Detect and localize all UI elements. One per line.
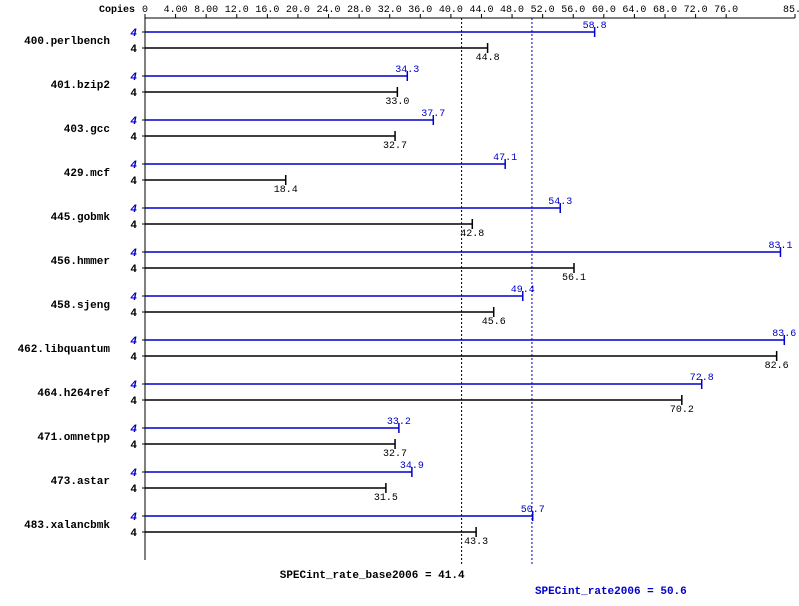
- copies-label-b: 4: [130, 220, 137, 232]
- copies-label-a: 4: [130, 204, 137, 216]
- x-tick-label: 36.0: [408, 5, 432, 16]
- copies-label-b: 4: [130, 396, 137, 408]
- x-tick-label: 68.0: [653, 5, 677, 16]
- value-a: 83.1: [768, 241, 792, 252]
- x-tick-label: 56.0: [561, 5, 585, 16]
- benchmark-label: 471.omnetpp: [37, 432, 110, 444]
- benchmark-label: 429.mcf: [64, 168, 111, 180]
- copies-label-b: 4: [130, 44, 137, 56]
- x-tick-label: 48.0: [500, 5, 524, 16]
- copies-label-b: 4: [130, 132, 137, 144]
- copies-label-a: 4: [130, 116, 137, 128]
- copies-label-b: 4: [130, 264, 137, 276]
- x-tick-label: 76.0: [714, 5, 738, 16]
- value-b: 70.2: [670, 405, 694, 416]
- x-tick-label: 24.0: [317, 5, 341, 16]
- value-a: 47.1: [493, 153, 517, 164]
- value-a: 37.7: [421, 109, 445, 120]
- spec-rate-chart: 0 4.00 8.00 12.0 16.0 20.0 24.0 28.0 32.0 36.0 40.…: [0, 0, 799, 606]
- x-tick-label: 16.0: [255, 5, 279, 16]
- value-b: 45.6: [482, 317, 506, 328]
- copies-label-b: 4: [130, 176, 137, 188]
- x-tick-label: 12.0: [225, 5, 249, 16]
- value-b: 33.0: [385, 97, 409, 108]
- copies-label-a: 4: [130, 292, 137, 304]
- benchmark-label: 462.libquantum: [18, 344, 111, 356]
- value-a: 33.2: [387, 417, 411, 428]
- x-tick-label: 85.0: [783, 5, 799, 16]
- copies-label-b: 4: [130, 352, 137, 364]
- benchmark-label: 401.bzip2: [51, 80, 110, 92]
- copies-label-b: 4: [130, 88, 137, 100]
- copies-label-b: 4: [130, 528, 137, 540]
- value-a: 72.8: [690, 373, 714, 384]
- value-a: 34.9: [400, 461, 424, 472]
- value-b: 56.1: [562, 273, 586, 284]
- x-tick-label: 4.00: [164, 5, 188, 16]
- x-tick-label: 32.0: [378, 5, 402, 16]
- value-a: 83.6: [772, 329, 796, 340]
- copies-label-b: 4: [130, 440, 137, 452]
- benchmark-label: 464.h264ref: [37, 388, 110, 400]
- value-a: 49.4: [511, 285, 535, 296]
- value-a: 50.7: [521, 505, 545, 516]
- copies-label-a: 4: [130, 424, 137, 436]
- x-tick-label: 64.0: [622, 5, 646, 16]
- copies-label-a: 4: [130, 72, 137, 84]
- copies-label-a: 4: [130, 468, 137, 480]
- copies-header: Copies: [99, 4, 135, 16]
- x-tick-label: 72.0: [684, 5, 708, 16]
- copies-label-a: 4: [130, 512, 137, 524]
- benchmark-label: 445.gobmk: [51, 212, 111, 224]
- value-b: 82.6: [765, 361, 789, 372]
- x-tick-label: 44.0: [469, 5, 493, 16]
- value-b: 31.5: [374, 493, 398, 504]
- benchmark-label: 456.hmmer: [51, 256, 110, 268]
- x-tick-label: 28.0: [347, 5, 371, 16]
- value-b: 42.8: [460, 229, 484, 240]
- value-a: 34.3: [395, 65, 419, 76]
- copies-label-b: 4: [130, 484, 137, 496]
- value-a: 54.3: [548, 197, 572, 208]
- chart-background: [0, 0, 799, 606]
- x-tick-label: 40.0: [439, 5, 463, 16]
- x-tick-label: 0: [142, 5, 148, 16]
- benchmark-label: 400.perlbench: [24, 36, 110, 48]
- value-b: 18.4: [274, 185, 298, 196]
- x-tick-label: 8.00: [194, 5, 218, 16]
- reference-label-base: SPECint_rate_base2006 = 41.4: [280, 570, 465, 582]
- copies-label-a: 4: [130, 160, 137, 172]
- copies-label-b: 4: [130, 308, 137, 320]
- benchmark-label: 473.astar: [51, 476, 110, 488]
- reference-label-peak: SPECint_rate2006 = 50.6: [535, 586, 687, 598]
- value-b: 32.7: [383, 449, 407, 460]
- copies-label-a: 4: [130, 28, 137, 40]
- value-b: 44.8: [476, 53, 500, 64]
- x-tick-label: 60.0: [592, 5, 616, 16]
- copies-label-a: 4: [130, 380, 137, 392]
- value-b: 43.3: [464, 537, 488, 548]
- copies-label-a: 4: [130, 336, 137, 348]
- benchmark-label: 403.gcc: [64, 124, 110, 136]
- benchmark-label: 483.xalancbmk: [24, 520, 110, 532]
- copies-label-a: 4: [130, 248, 137, 260]
- x-tick-label: 20.0: [286, 5, 310, 16]
- x-tick-label: 52.0: [531, 5, 555, 16]
- value-b: 32.7: [383, 141, 407, 152]
- value-a: 58.8: [583, 21, 607, 32]
- benchmark-label: 458.sjeng: [51, 300, 110, 312]
